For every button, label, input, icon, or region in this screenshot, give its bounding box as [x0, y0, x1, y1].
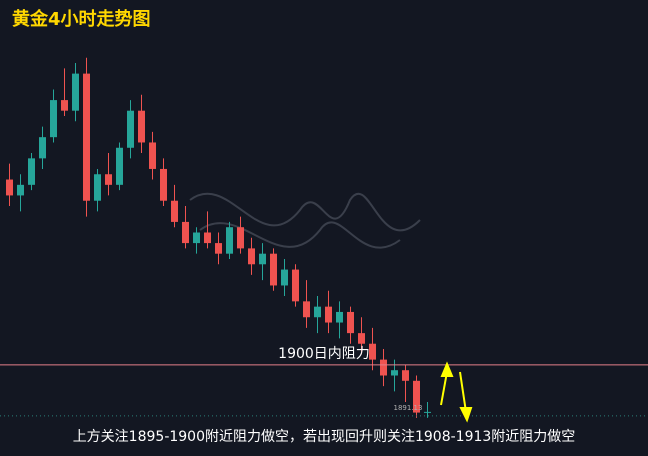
candle-body	[72, 73, 79, 111]
candle-body	[182, 221, 189, 244]
candle-body	[237, 227, 244, 249]
candle-body	[325, 306, 332, 323]
arrows	[440, 361, 473, 423]
candle-body	[149, 142, 156, 169]
note: 上方关注1895-1900附近阻力做空，若出现回升则关注1908-1913附近阻…	[73, 429, 576, 445]
candle-body	[39, 137, 46, 159]
candle-body	[6, 179, 13, 196]
candle-body	[369, 343, 376, 360]
candle-body	[193, 232, 200, 244]
candle-body	[61, 100, 68, 111]
candle-body	[138, 110, 145, 143]
watermark	[189, 192, 421, 249]
candle-body	[94, 174, 101, 201]
candle-body	[314, 306, 321, 318]
candle-body	[413, 380, 420, 413]
candle-body	[248, 248, 255, 265]
candle-body	[127, 110, 134, 148]
candle-body	[28, 158, 35, 185]
last-price-label: 1891.13	[394, 404, 423, 412]
candle-body	[292, 269, 299, 302]
candle-body	[259, 253, 266, 265]
candle-body	[347, 311, 354, 334]
candle-body	[402, 370, 409, 381]
candle-body	[391, 370, 398, 376]
candle-body	[380, 359, 387, 376]
candle-body	[17, 184, 24, 196]
candle-body	[226, 227, 233, 254]
candle-body	[424, 411, 431, 413]
candle-body	[204, 232, 211, 244]
candle-body	[303, 301, 310, 318]
resistance-label: 1900日内阻力	[278, 346, 370, 362]
candle-body	[336, 311, 343, 323]
candle-body	[105, 174, 112, 185]
candle-body	[358, 333, 365, 344]
candle-body	[50, 100, 57, 138]
candle-body	[116, 147, 123, 185]
chart-title: 黄金4小时走势图	[12, 8, 151, 30]
candle-body	[270, 253, 277, 286]
candle-body	[160, 168, 167, 201]
candle-body	[83, 73, 90, 201]
candle-body	[171, 200, 178, 222]
candle-body	[281, 269, 288, 286]
candle-body	[215, 243, 222, 254]
